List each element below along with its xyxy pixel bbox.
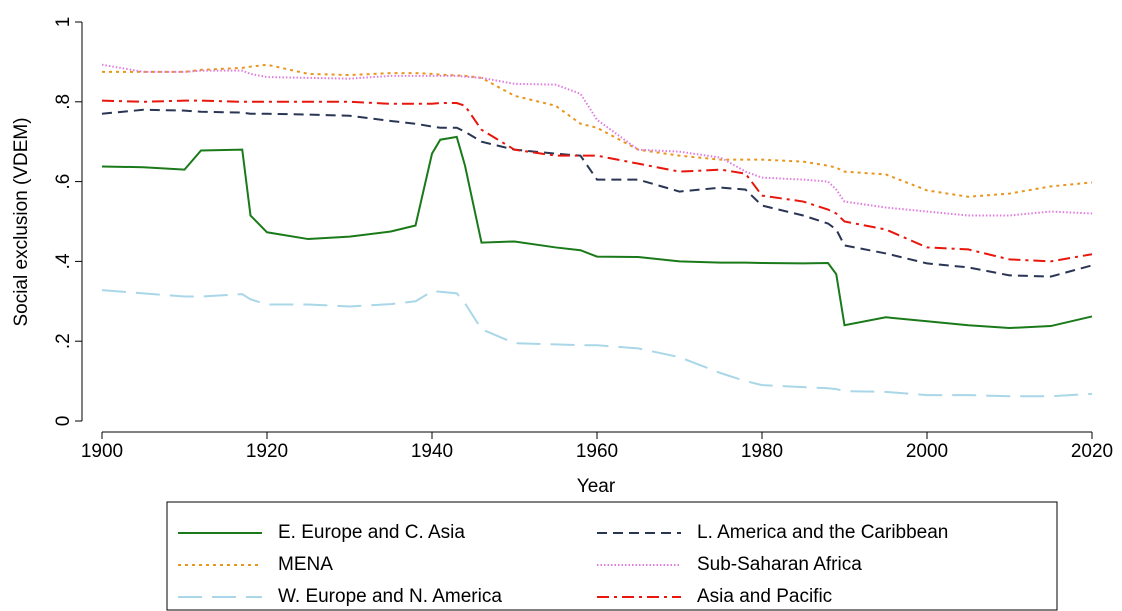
y-axis-label: Social exclusion (VDEM) <box>11 117 32 326</box>
x-tick-label: 1980 <box>741 441 783 462</box>
x-tick-label: 1940 <box>411 441 453 462</box>
series-line <box>101 108 1093 278</box>
series-line <box>101 289 1093 398</box>
x-tick-label: 1960 <box>576 441 618 462</box>
legend-label: Sub-Saharan Africa <box>697 554 862 575</box>
y-tick-label: 0 <box>53 416 74 427</box>
series-line <box>102 63 1093 198</box>
legend-label: E. Europe and C. Asia <box>278 522 465 543</box>
y-tick-label: .4 <box>53 253 74 269</box>
y-tick-label: 1 <box>53 17 74 28</box>
y-tick-label: .2 <box>53 333 74 349</box>
series-line <box>101 99 1093 263</box>
legend-label: MENA <box>278 554 333 575</box>
series-line <box>101 63 1093 217</box>
y-tick-label: .6 <box>53 174 74 190</box>
x-tick-label: 1920 <box>246 441 288 462</box>
x-tick-label: 1900 <box>81 441 123 462</box>
legend-label: W. Europe and N. America <box>278 586 502 607</box>
legend-label: L. America and the Caribbean <box>697 522 948 543</box>
x-tick-label: 2020 <box>1071 441 1113 462</box>
x-axis-label: Year <box>577 476 616 497</box>
y-tick-label: .8 <box>53 94 74 110</box>
legend-label: Asia and Pacific <box>697 586 832 607</box>
series-line <box>101 135 1093 330</box>
x-tick-label: 2000 <box>906 441 948 462</box>
legend-box <box>166 501 1058 611</box>
